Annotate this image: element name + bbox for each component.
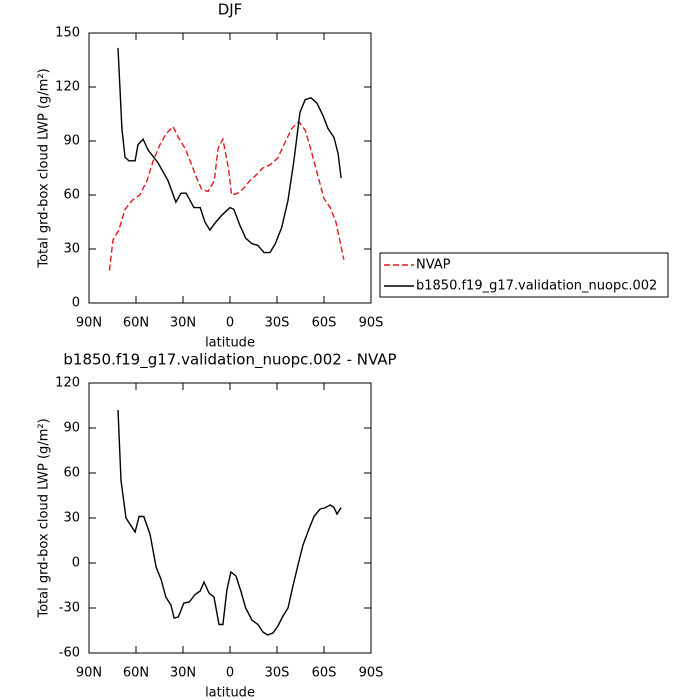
y-tick-label: 120: [55, 376, 80, 391]
x-tick-label: 0: [226, 666, 234, 681]
x-tick-label: 60N: [123, 666, 149, 681]
data-line: [117, 47, 342, 254]
y-axis-label: Total grd-box cloud LWP (g/m²): [37, 418, 52, 618]
legend-label: b1850.f19_g17.validation_nuopc.002: [416, 279, 657, 294]
x-tick-label: 30N: [170, 316, 196, 331]
y-tick-label: -60: [59, 646, 80, 661]
x-tick-label: 0: [226, 316, 234, 331]
legend-box: [379, 252, 669, 298]
y-tick-label: 90: [63, 421, 80, 436]
y-axis-label: Total grd-box cloud LWP (g/m²): [37, 68, 52, 268]
y-tick-label: 60: [63, 466, 80, 481]
y-tick-label: 0: [72, 296, 80, 311]
x-tick-label: 30S: [265, 316, 290, 331]
y-tick-label: 90: [63, 134, 80, 149]
x-tick-label: 90N: [76, 316, 102, 331]
y-tick-label: 150: [55, 26, 80, 41]
chart-title: DJF: [218, 1, 243, 19]
y-tick-label: 30: [63, 242, 80, 257]
x-tick-label: 90S: [359, 316, 384, 331]
y-tick-label: 60: [63, 188, 80, 203]
plot-frame: [88, 382, 372, 654]
legend-label: NVAP: [416, 258, 451, 273]
y-tick-label: 0: [72, 556, 80, 571]
x-tick-label: 90S: [359, 666, 384, 681]
chart-title: b1850.f19_g17.validation_nuopc.002 - NVA…: [63, 351, 396, 370]
y-tick-label: 120: [55, 80, 80, 95]
x-tick-label: 30N: [170, 666, 196, 681]
x-tick-label: 90N: [76, 666, 102, 681]
x-tick-label: 60N: [123, 316, 149, 331]
data-line: [117, 409, 342, 636]
x-tick-label: 60S: [312, 666, 337, 681]
plot-frame: [88, 32, 372, 304]
y-tick-label: 30: [63, 511, 80, 526]
data-line: [108, 120, 345, 271]
x-axis-label: latitude: [205, 686, 255, 700]
x-tick-label: 60S: [312, 316, 337, 331]
x-axis-label: latitude: [205, 336, 255, 351]
y-tick-label: -30: [59, 601, 80, 616]
x-tick-label: 30S: [265, 666, 290, 681]
